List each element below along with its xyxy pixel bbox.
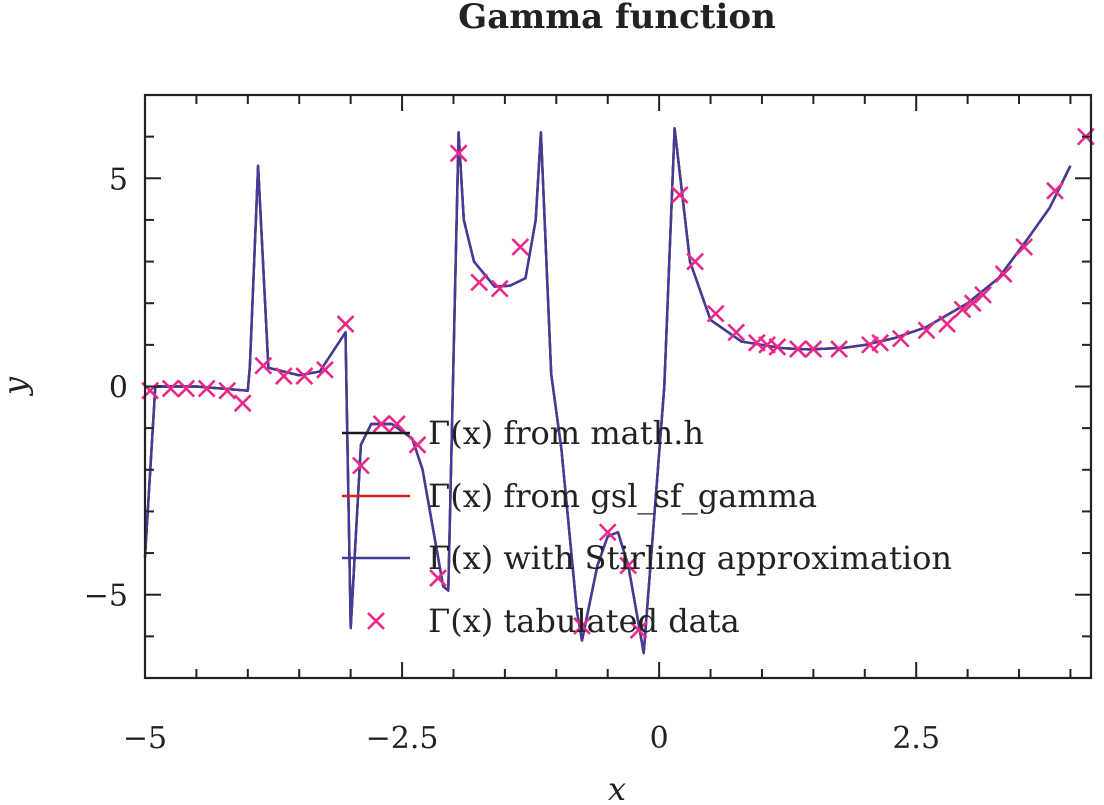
data-point [388,415,406,433]
data-point [727,323,746,342]
chart-title: Gamma function [458,0,776,37]
data-point [372,415,391,433]
data-point [974,285,992,304]
data-point [449,144,468,163]
tabulated-markers [141,127,1095,640]
y-tick-label: −5 [84,579,128,614]
data-point [917,321,936,340]
data-point [177,379,196,398]
data-point [629,621,648,640]
data-point [938,315,956,333]
data-point [963,294,982,313]
data-point [352,456,370,475]
data-point [316,360,334,379]
legend-label-0: Γ(x) from math.h [428,414,704,452]
series-line-2 [143,127,1072,655]
y-tick-label: 5 [109,162,128,197]
x-tick-label: −5 [123,721,167,756]
data-point [490,279,509,298]
x-tick-labels: −5 −2.5 0 2.5 [123,721,940,756]
data-point [218,381,237,400]
data-point [1015,238,1034,256]
ticks-layer [144,95,1091,678]
legend-label-2: Γ(x) with Stirling approximation [428,539,952,577]
data-point [336,315,355,333]
plot-frame [143,93,1093,680]
x-tick-label: 0 [650,721,669,756]
legend-label-3: Γ(x) tabulated data [428,602,740,640]
data-point [768,338,787,356]
data-point [598,523,617,542]
data-point [573,617,591,635]
legend: Γ(x) from math.h Γ(x) from gsl_sf_gamma Γ(… [342,414,952,640]
data-point [953,300,972,319]
series-layer [141,127,1095,655]
data-point [804,340,823,358]
data-point [686,252,705,271]
data-point [408,435,427,454]
data-point [470,273,489,292]
legend-swatch-3 [367,612,385,630]
data-point [1046,181,1064,200]
data-point [706,304,725,323]
x-axis-label: x [608,770,626,805]
data-point [994,265,1013,283]
data-point [161,379,180,398]
data-point [233,394,252,413]
data-point [891,329,910,348]
data-point [197,379,216,398]
data-point [429,569,447,587]
data-point [619,556,638,575]
data-point [254,356,273,375]
data-point [789,340,807,358]
x-tick-label: −2.5 [366,721,439,756]
data-point [830,340,848,358]
data-point [295,367,314,386]
x-tick-label: 2.5 [892,721,940,756]
data-point [871,333,890,352]
y-tick-label: 0 [109,371,128,406]
legend-label-1: Γ(x) from gsl_sf_gamma [428,477,817,515]
data-point [274,367,293,386]
y-axis-label: y [0,376,34,397]
data-point [511,238,530,256]
data-point [670,186,689,204]
y-tick-labels: −5 0 5 [84,162,128,613]
